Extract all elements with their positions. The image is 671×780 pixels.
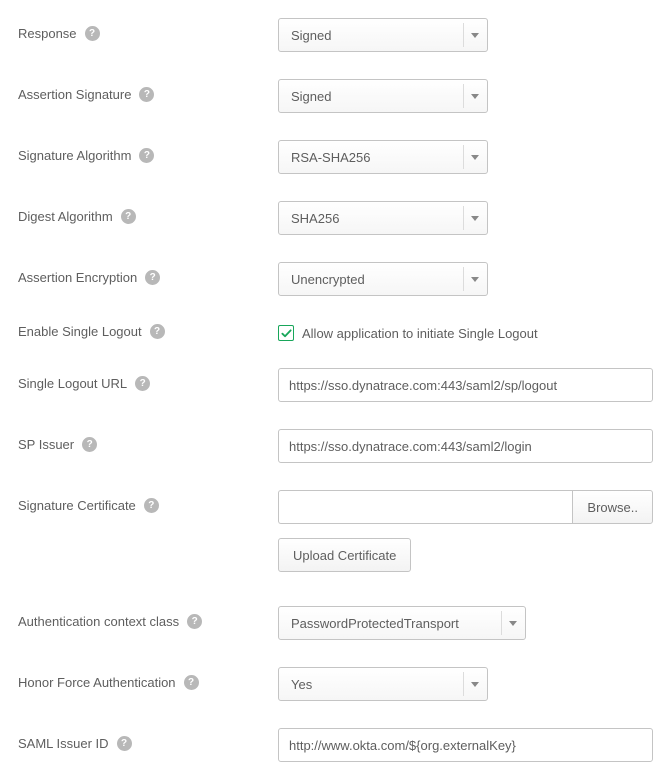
assertion-signature-label: Assertion Signature <box>18 87 131 102</box>
auth-context-class-select[interactable]: PasswordProtectedTransport <box>278 606 526 640</box>
digest-algorithm-label: Digest Algorithm <box>18 209 113 224</box>
help-icon[interactable]: ? <box>145 270 160 285</box>
help-icon[interactable]: ? <box>139 148 154 163</box>
chevron-down-icon <box>471 216 479 221</box>
signature-certificate-file-path <box>278 490 572 524</box>
assertion-encryption-select-value: Unencrypted <box>291 272 365 287</box>
single-logout-url-input[interactable] <box>278 368 653 402</box>
help-icon[interactable]: ? <box>150 324 165 339</box>
assertion-encryption-label: Assertion Encryption <box>18 270 137 285</box>
digest-algorithm-select-value: SHA256 <box>291 211 339 226</box>
sp-issuer-input[interactable] <box>278 429 653 463</box>
response-select-value: Signed <box>291 28 331 43</box>
chevron-down-icon <box>471 155 479 160</box>
saml-issuer-id-label: SAML Issuer ID <box>18 736 109 751</box>
help-icon[interactable]: ? <box>121 209 136 224</box>
signature-algorithm-select[interactable]: RSA-SHA256 <box>278 140 488 174</box>
enable-single-logout-checkbox-label: Allow application to initiate Single Log… <box>302 326 538 341</box>
signature-certificate-label: Signature Certificate <box>18 498 136 513</box>
honor-force-auth-select[interactable]: Yes <box>278 667 488 701</box>
help-icon[interactable]: ? <box>144 498 159 513</box>
response-label: Response <box>18 26 77 41</box>
honor-force-auth-select-value: Yes <box>291 677 312 692</box>
upload-certificate-button[interactable]: Upload Certificate <box>278 538 411 572</box>
chevron-down-icon <box>471 33 479 38</box>
help-icon[interactable]: ? <box>85 26 100 41</box>
help-icon[interactable]: ? <box>135 376 150 391</box>
help-icon[interactable]: ? <box>139 87 154 102</box>
help-icon[interactable]: ? <box>82 437 97 452</box>
help-icon[interactable]: ? <box>184 675 199 690</box>
auth-context-class-label: Authentication context class <box>18 614 179 629</box>
signature-algorithm-select-value: RSA-SHA256 <box>291 150 370 165</box>
chevron-down-icon <box>471 277 479 282</box>
help-icon[interactable]: ? <box>117 736 132 751</box>
assertion-encryption-select[interactable]: Unencrypted <box>278 262 488 296</box>
single-logout-url-label: Single Logout URL <box>18 376 127 391</box>
help-icon[interactable]: ? <box>187 614 202 629</box>
response-select[interactable]: Signed <box>278 18 488 52</box>
honor-force-auth-label: Honor Force Authentication <box>18 675 176 690</box>
sp-issuer-label: SP Issuer <box>18 437 74 452</box>
chevron-down-icon <box>471 682 479 687</box>
enable-single-logout-checkbox[interactable] <box>278 325 294 341</box>
assertion-signature-select[interactable]: Signed <box>278 79 488 113</box>
assertion-signature-select-value: Signed <box>291 89 331 104</box>
browse-button[interactable]: Browse.. <box>572 490 653 524</box>
digest-algorithm-select[interactable]: SHA256 <box>278 201 488 235</box>
enable-single-logout-label: Enable Single Logout <box>18 324 142 339</box>
signature-algorithm-label: Signature Algorithm <box>18 148 131 163</box>
chevron-down-icon <box>471 94 479 99</box>
chevron-down-icon <box>509 621 517 626</box>
saml-issuer-id-input[interactable] <box>278 728 653 762</box>
auth-context-class-select-value: PasswordProtectedTransport <box>291 616 459 631</box>
check-icon <box>281 328 292 339</box>
